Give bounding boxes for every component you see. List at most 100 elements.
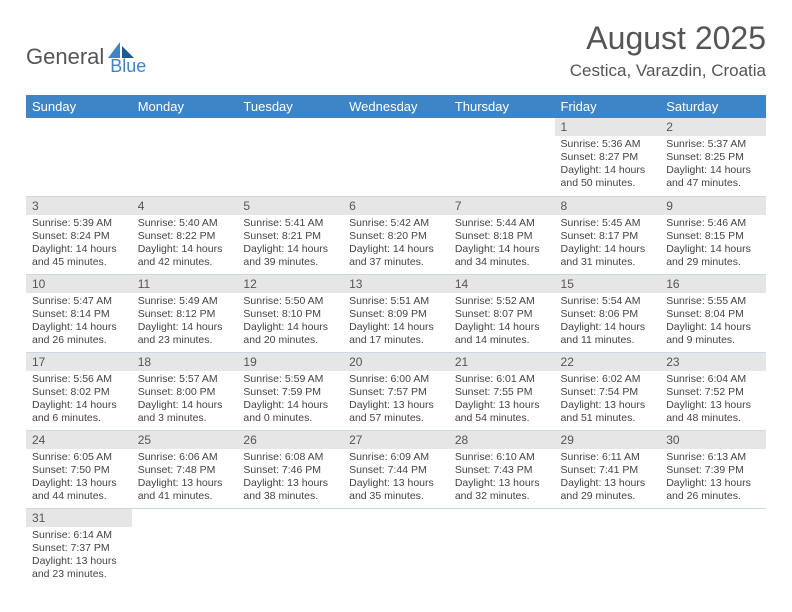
day-line: and 38 minutes. (243, 490, 337, 503)
calendar-cell: 6Sunrise: 5:42 AMSunset: 8:20 PMDaylight… (343, 196, 449, 274)
weekday-header: Friday (555, 95, 661, 118)
day-number: 8 (555, 197, 661, 215)
calendar-cell: 15Sunrise: 5:54 AMSunset: 8:06 PMDayligh… (555, 274, 661, 352)
calendar-week-row: 1Sunrise: 5:36 AMSunset: 8:27 PMDaylight… (26, 118, 766, 196)
day-line: Sunset: 7:41 PM (561, 464, 655, 477)
day-number: 26 (237, 431, 343, 449)
day-line: Daylight: 13 hours (138, 477, 232, 490)
weekday-header: Wednesday (343, 95, 449, 118)
calendar-week-row: 24Sunrise: 6:05 AMSunset: 7:50 PMDayligh… (26, 430, 766, 508)
day-line: Sunrise: 5:45 AM (561, 217, 655, 230)
day-line: Daylight: 14 hours (666, 164, 760, 177)
day-line: Daylight: 14 hours (455, 243, 549, 256)
day-line: Sunset: 7:39 PM (666, 464, 760, 477)
day-number: 4 (132, 197, 238, 215)
day-line: and 20 minutes. (243, 334, 337, 347)
calendar-cell: 12Sunrise: 5:50 AMSunset: 8:10 PMDayligh… (237, 274, 343, 352)
day-line: and 17 minutes. (349, 334, 443, 347)
day-line: Sunrise: 6:14 AM (32, 529, 126, 542)
day-line: Sunrise: 5:56 AM (32, 373, 126, 386)
day-line: Daylight: 14 hours (243, 399, 337, 412)
day-number: 1 (555, 118, 661, 136)
day-line: Daylight: 13 hours (561, 477, 655, 490)
calendar-cell: 24Sunrise: 6:05 AMSunset: 7:50 PMDayligh… (26, 430, 132, 508)
day-content: Sunrise: 5:56 AMSunset: 8:02 PMDaylight:… (26, 371, 132, 430)
day-line: Sunset: 7:57 PM (349, 386, 443, 399)
day-number: 25 (132, 431, 238, 449)
day-line: Sunrise: 5:55 AM (666, 295, 760, 308)
weekday-header: Thursday (449, 95, 555, 118)
day-content: Sunrise: 5:47 AMSunset: 8:14 PMDaylight:… (26, 293, 132, 352)
day-content: Sunrise: 6:02 AMSunset: 7:54 PMDaylight:… (555, 371, 661, 430)
day-line: Daylight: 14 hours (243, 321, 337, 334)
day-content: Sunrise: 5:57 AMSunset: 8:00 PMDaylight:… (132, 371, 238, 430)
day-line: Sunset: 7:46 PM (243, 464, 337, 477)
day-line: Sunset: 8:17 PM (561, 230, 655, 243)
day-line: Daylight: 13 hours (349, 477, 443, 490)
calendar-cell: 30Sunrise: 6:13 AMSunset: 7:39 PMDayligh… (660, 430, 766, 508)
calendar-cell: 3Sunrise: 5:39 AMSunset: 8:24 PMDaylight… (26, 196, 132, 274)
day-line: Daylight: 14 hours (455, 321, 549, 334)
calendar-cell (449, 508, 555, 586)
day-line: Sunrise: 5:39 AM (32, 217, 126, 230)
day-line: Sunset: 8:22 PM (138, 230, 232, 243)
day-line: Sunrise: 5:37 AM (666, 138, 760, 151)
day-line: Daylight: 13 hours (32, 555, 126, 568)
day-line: and 45 minutes. (32, 256, 126, 269)
day-line: Sunset: 8:09 PM (349, 308, 443, 321)
day-number: 15 (555, 275, 661, 293)
day-line: and 31 minutes. (561, 256, 655, 269)
day-number: 27 (343, 431, 449, 449)
logo-text-general: General (26, 44, 104, 70)
day-content: Sunrise: 6:04 AMSunset: 7:52 PMDaylight:… (660, 371, 766, 430)
day-line: Daylight: 14 hours (349, 321, 443, 334)
weekday-header-row: SundayMondayTuesdayWednesdayThursdayFrid… (26, 95, 766, 118)
day-line: Sunset: 8:07 PM (455, 308, 549, 321)
day-line: and 47 minutes. (666, 177, 760, 190)
day-line: Sunset: 7:59 PM (243, 386, 337, 399)
calendar-cell (660, 508, 766, 586)
logo: General Blue (26, 36, 146, 77)
calendar-cell: 29Sunrise: 6:11 AMSunset: 7:41 PMDayligh… (555, 430, 661, 508)
day-content: Sunrise: 5:51 AMSunset: 8:09 PMDaylight:… (343, 293, 449, 352)
day-line: Daylight: 13 hours (455, 399, 549, 412)
header: General Blue August 2025 Cestica, Varazd… (26, 20, 766, 81)
day-line: and 50 minutes. (561, 177, 655, 190)
day-content: Sunrise: 6:00 AMSunset: 7:57 PMDaylight:… (343, 371, 449, 430)
day-line: Sunrise: 5:47 AM (32, 295, 126, 308)
day-number: 20 (343, 353, 449, 371)
day-line: Daylight: 14 hours (349, 243, 443, 256)
day-content: Sunrise: 5:39 AMSunset: 8:24 PMDaylight:… (26, 215, 132, 274)
weekday-header: Tuesday (237, 95, 343, 118)
day-line: Daylight: 14 hours (138, 243, 232, 256)
day-content: Sunrise: 5:45 AMSunset: 8:17 PMDaylight:… (555, 215, 661, 274)
calendar-cell: 16Sunrise: 5:55 AMSunset: 8:04 PMDayligh… (660, 274, 766, 352)
calendar-cell: 2Sunrise: 5:37 AMSunset: 8:25 PMDaylight… (660, 118, 766, 196)
day-line: and 23 minutes. (138, 334, 232, 347)
day-number: 9 (660, 197, 766, 215)
calendar-cell: 10Sunrise: 5:47 AMSunset: 8:14 PMDayligh… (26, 274, 132, 352)
day-number: 30 (660, 431, 766, 449)
day-line: Sunrise: 5:41 AM (243, 217, 337, 230)
calendar-cell: 1Sunrise: 5:36 AMSunset: 8:27 PMDaylight… (555, 118, 661, 196)
calendar-cell (555, 508, 661, 586)
day-line: Sunset: 8:25 PM (666, 151, 760, 164)
day-content: Sunrise: 5:55 AMSunset: 8:04 PMDaylight:… (660, 293, 766, 352)
calendar-cell (237, 118, 343, 196)
day-content: Sunrise: 6:06 AMSunset: 7:48 PMDaylight:… (132, 449, 238, 508)
day-content: Sunrise: 6:08 AMSunset: 7:46 PMDaylight:… (237, 449, 343, 508)
day-content: Sunrise: 5:37 AMSunset: 8:25 PMDaylight:… (660, 136, 766, 195)
day-number: 28 (449, 431, 555, 449)
day-line: and 51 minutes. (561, 412, 655, 425)
day-number: 3 (26, 197, 132, 215)
day-line: Sunset: 8:20 PM (349, 230, 443, 243)
day-number: 19 (237, 353, 343, 371)
day-line: Sunset: 7:55 PM (455, 386, 549, 399)
day-line: and 48 minutes. (666, 412, 760, 425)
location: Cestica, Varazdin, Croatia (570, 61, 766, 81)
day-number: 14 (449, 275, 555, 293)
day-line: Sunrise: 6:09 AM (349, 451, 443, 464)
day-content: Sunrise: 5:46 AMSunset: 8:15 PMDaylight:… (660, 215, 766, 274)
calendar-cell: 20Sunrise: 6:00 AMSunset: 7:57 PMDayligh… (343, 352, 449, 430)
day-content: Sunrise: 6:11 AMSunset: 7:41 PMDaylight:… (555, 449, 661, 508)
